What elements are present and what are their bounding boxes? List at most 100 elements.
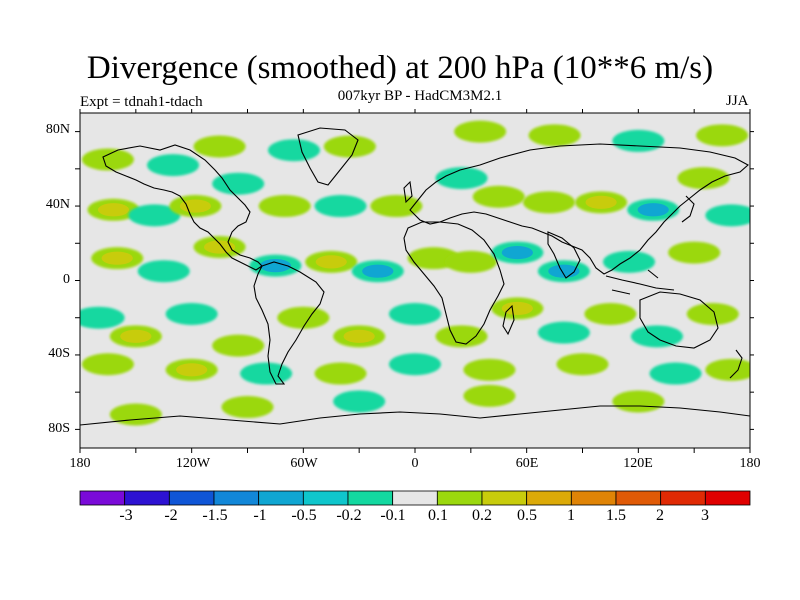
coast-uk <box>403 180 413 204</box>
divergence-contour <box>323 135 376 158</box>
coast-north-america <box>102 144 263 271</box>
colorbar-label: -3 <box>119 507 133 524</box>
divergence-core <box>501 301 533 316</box>
divergence-contour <box>677 167 730 190</box>
colorbar-swatch <box>79 490 126 506</box>
divergence-core <box>120 329 152 343</box>
divergence-core <box>203 240 236 254</box>
divergence-contour <box>454 120 507 143</box>
divergence-core <box>501 245 533 260</box>
colorbar-swatch <box>570 490 617 506</box>
divergence-contour <box>81 353 134 376</box>
divergence-contour <box>649 362 702 385</box>
divergence-contour <box>705 204 750 227</box>
divergence-contour <box>212 334 265 357</box>
divergence-contour <box>630 325 683 348</box>
divergence-contour <box>137 260 190 283</box>
divergence-core <box>585 195 617 209</box>
colorbar-label: -0.1 <box>380 507 406 524</box>
coast-europe-asia <box>409 143 749 275</box>
divergence-contour <box>221 396 274 419</box>
colorbar-swatch <box>704 490 751 506</box>
divergence-contour <box>523 191 575 214</box>
lat-label-eq: 0 <box>63 272 70 287</box>
divergence-core <box>101 251 133 265</box>
colorbar-swatch <box>302 490 349 506</box>
lon-label-60w: 60W <box>290 456 318 471</box>
colorbar-label: -1 <box>253 507 267 524</box>
lon-label-120e: 120E <box>623 456 653 471</box>
divergence-contour <box>463 384 516 407</box>
coast-new-zealand <box>729 349 743 379</box>
colorbar-swatch <box>436 490 483 506</box>
season-label: JJA <box>726 93 749 109</box>
axis-ticks <box>75 109 754 453</box>
divergence-contour <box>314 362 367 385</box>
divergence-core <box>176 363 208 377</box>
lat-label-80n: 80N <box>45 122 70 137</box>
divergence-contour <box>537 321 590 344</box>
divergence-contour <box>258 195 311 218</box>
divergence-contour <box>212 172 265 195</box>
divergence-contour <box>81 148 134 171</box>
colorbar-label: 0.2 <box>472 507 492 524</box>
divergence-contour <box>612 390 665 413</box>
divergence-contour <box>528 124 581 147</box>
divergence-contour <box>435 167 488 190</box>
divergence-contour <box>472 185 525 208</box>
divergence-core <box>637 203 669 217</box>
coast-japan <box>681 195 695 223</box>
divergence-contour <box>389 353 441 376</box>
colorbar-label: -1.5 <box>202 507 228 524</box>
coast-south-america <box>253 261 325 385</box>
lon-label-180w: 180 <box>69 456 91 471</box>
divergence-core <box>548 264 580 278</box>
divergence-contour <box>603 250 656 273</box>
lat-label-40s: 40S <box>48 346 70 361</box>
lon-label-120w: 120W <box>175 456 211 471</box>
divergence-contour <box>556 353 609 376</box>
coast-greenland <box>297 127 359 186</box>
colorbar-label: -0.2 <box>336 507 362 524</box>
colorbar-swatch <box>392 490 438 506</box>
divergence-contour <box>128 204 181 227</box>
divergence-contour <box>165 303 218 325</box>
divergence-field <box>80 120 750 426</box>
lon-label-180e: 180 <box>739 456 761 471</box>
lon-label-0: 0 <box>411 456 419 471</box>
divergence-contour <box>240 362 293 385</box>
divergence-contour <box>696 124 749 147</box>
divergence-core <box>97 203 130 217</box>
divergence-contour <box>705 358 750 381</box>
divergence-contour <box>80 306 125 329</box>
coastlines <box>80 127 750 426</box>
divergence-contour <box>370 195 423 218</box>
lon-label-60e: 60E <box>515 456 539 471</box>
divergence-contour <box>584 303 637 325</box>
colorbar-label: 0.1 <box>428 507 448 524</box>
divergence-contour <box>277 306 330 329</box>
divergence-contour <box>147 154 200 177</box>
divergence-contour <box>668 241 721 264</box>
colorbar-swatch <box>213 490 260 506</box>
colorbar-label: 1 <box>567 507 575 524</box>
divergence-contour <box>389 303 441 325</box>
colorbar-swatch <box>347 490 394 506</box>
divergence-contour <box>686 303 739 325</box>
divergence-contour <box>193 135 246 158</box>
coast-antarctica <box>80 405 750 426</box>
coast-australia <box>639 291 719 349</box>
colorbar-label: -2 <box>164 507 178 524</box>
plot-title: Divergence (smoothed) at 200 hPa (10**6 … <box>86 50 714 86</box>
colorbar-swatch <box>481 490 528 506</box>
coast-africa <box>403 221 505 345</box>
divergence-contour <box>333 390 386 413</box>
divergence-contour <box>444 250 497 273</box>
colorbar-swatch <box>660 490 706 506</box>
divergence-core <box>315 255 347 269</box>
colorbar <box>79 490 751 506</box>
plot-subtitle: 007kyr BP - HadCM3M2.1 <box>337 88 503 104</box>
colorbar-label: 1.5 <box>606 507 626 524</box>
coast-madagascar <box>502 304 515 336</box>
